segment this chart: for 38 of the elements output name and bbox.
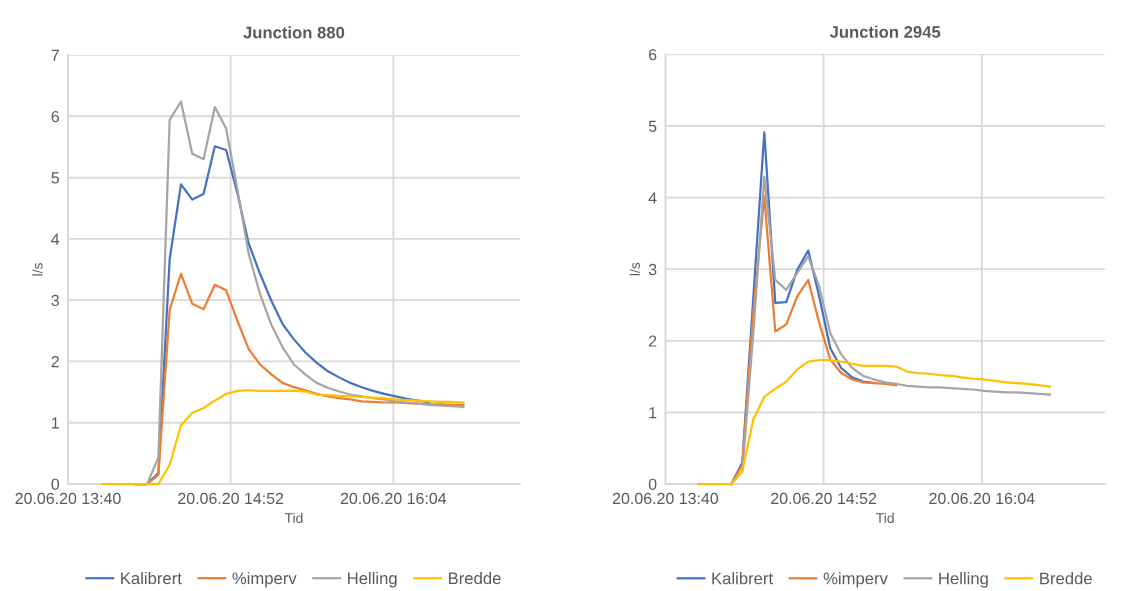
legend-label: Kalibrert (121, 571, 182, 585)
y-tick-label: 0 (51, 478, 60, 490)
y-tick-label: 4 (648, 192, 657, 204)
y-tick-label: 6 (649, 49, 657, 61)
x-tick-label: 20.06.20 14:52 (771, 492, 877, 505)
y-tick-label: 4 (51, 233, 60, 245)
x-tick-label: 20.06.20 13:40 (15, 492, 121, 505)
y-axis-title: l/s (629, 262, 640, 276)
legend-label: Bredde (449, 571, 501, 585)
legend-label: %imperv (823, 572, 888, 588)
x-axis-title: Tid (876, 512, 894, 524)
y-tick-label: 3 (51, 294, 59, 307)
x-tick-label: 20.06.20 13:40 (612, 492, 719, 505)
y-tick-label: 0 (648, 478, 657, 490)
y-tick-label: 1 (649, 407, 657, 419)
y-tick-label: 6 (51, 110, 59, 123)
line-series (100, 389, 465, 486)
line-series (730, 175, 1052, 486)
y-tick-label: 2 (51, 356, 59, 368)
chart-title: Junction 2945 (829, 25, 941, 38)
x-tick-label: 20.06.20 14:52 (178, 492, 284, 505)
y-tick-label: 7 (51, 49, 59, 61)
y-tick-label: 1 (52, 417, 59, 429)
y-tick-label: 3 (648, 263, 657, 276)
legend-label: Kalibrert (712, 572, 773, 585)
y-tick-label: 5 (648, 120, 657, 132)
legend-label: Bredde (1040, 572, 1092, 585)
legend-label: %imperv (232, 571, 297, 588)
y-axis-title: l/s (32, 263, 43, 276)
x-axis-title: Tid (284, 512, 303, 524)
y-tick-label: 5 (51, 172, 59, 184)
legend-label: Helling (939, 572, 988, 588)
y-tick-label: 2 (649, 335, 657, 347)
line-series (697, 359, 1052, 486)
x-tick-label: 20.06.20 16:04 (929, 492, 1035, 505)
chart-title: Junction 880 (243, 26, 345, 39)
legend-label: Helling (348, 571, 397, 588)
x-tick-label: 20.06.20 16:04 (340, 492, 447, 505)
